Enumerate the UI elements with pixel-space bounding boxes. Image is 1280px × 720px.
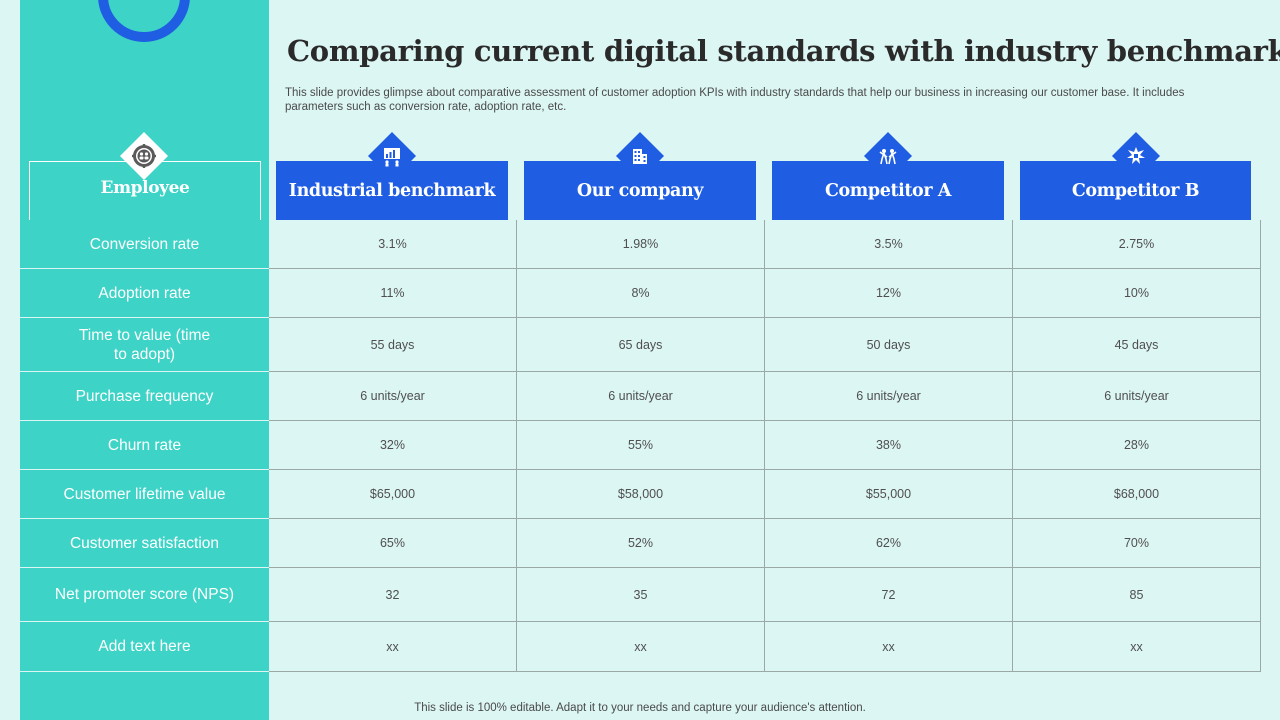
table-row: Churn rate 32% 55% 38% 28% bbox=[20, 421, 1261, 470]
table-cell: xx bbox=[269, 622, 517, 672]
row-label: Customer satisfaction bbox=[20, 519, 269, 568]
gear-people-icon bbox=[132, 144, 156, 168]
row-label: Time to value (time to adopt) bbox=[20, 318, 269, 372]
table-row: Conversion rate 3.1% 1.98% 3.5% 2.75% bbox=[20, 220, 1261, 269]
table-cell: 6 units/year bbox=[517, 372, 765, 421]
presentation-chart-icon bbox=[384, 148, 400, 167]
table-row: Time to value (time to adopt) 55 days 65… bbox=[20, 318, 1261, 372]
table-row: Net promoter score (NPS) 32 35 72 85 bbox=[20, 568, 1261, 622]
row-label: Net promoter score (NPS) bbox=[20, 568, 269, 622]
table-cell: 35 bbox=[517, 568, 765, 622]
table-cell: $68,000 bbox=[1013, 470, 1261, 519]
table-row: Adoption rate 11% 8% 12% 10% bbox=[20, 269, 1261, 318]
table-cell: xx bbox=[1013, 622, 1261, 672]
table-cell: 32% bbox=[269, 421, 517, 470]
trophy-burst-icon bbox=[1127, 147, 1145, 164]
table-cell: 72 bbox=[765, 568, 1013, 622]
table-cell: 6 units/year bbox=[765, 372, 1013, 421]
table-cell: 32 bbox=[269, 568, 517, 622]
table-cell: 12% bbox=[765, 269, 1013, 318]
table-cell: 65 days bbox=[517, 318, 765, 372]
table-cell: $58,000 bbox=[517, 470, 765, 519]
table-cell: 6 units/year bbox=[1013, 372, 1261, 421]
table-cell: 50 days bbox=[765, 318, 1013, 372]
row-label: Purchase frequency bbox=[20, 372, 269, 421]
table-cell: 55% bbox=[517, 421, 765, 470]
company-diamond bbox=[615, 131, 665, 181]
table-cell: 11% bbox=[269, 269, 517, 318]
table-cell: 62% bbox=[765, 519, 1013, 568]
table-cell: 3.5% bbox=[765, 220, 1013, 269]
building-icon bbox=[633, 149, 647, 164]
competitor-b-diamond bbox=[1111, 131, 1161, 181]
table-cell: 1.98% bbox=[517, 220, 765, 269]
table-cell: 3.1% bbox=[269, 220, 517, 269]
table-row: Add text here xx xx xx xx bbox=[20, 622, 1261, 672]
table-cell: 52% bbox=[517, 519, 765, 568]
table-cell: 70% bbox=[1013, 519, 1261, 568]
page-title: Comparing current digital standards with… bbox=[287, 34, 1280, 68]
table-cell: xx bbox=[765, 622, 1013, 672]
table-row: Purchase frequency 6 units/year 6 units/… bbox=[20, 372, 1261, 421]
table-cell: xx bbox=[517, 622, 765, 672]
industrial-diamond bbox=[367, 131, 417, 181]
row-label: Churn rate bbox=[20, 421, 269, 470]
footer-text: This slide is 100% editable. Adapt it to… bbox=[414, 702, 866, 714]
slide-description: This slide provides glimpse about compar… bbox=[285, 87, 1185, 113]
table-cell: 8% bbox=[517, 269, 765, 318]
row-label: Adoption rate bbox=[20, 269, 269, 318]
table-cell: 6 units/year bbox=[269, 372, 517, 421]
table-cell: $55,000 bbox=[765, 470, 1013, 519]
employee-diamond bbox=[119, 131, 169, 181]
table-cell: 45 days bbox=[1013, 318, 1261, 372]
row-label: Conversion rate bbox=[20, 220, 269, 269]
header-competitor-a: Competitor A bbox=[772, 161, 1004, 220]
table-cell: 38% bbox=[765, 421, 1013, 470]
table-cell: $65,000 bbox=[269, 470, 517, 519]
table-cell: 65% bbox=[269, 519, 517, 568]
table-row: Customer satisfaction 65% 52% 62% 70% bbox=[20, 519, 1261, 568]
footer-note: This slide is 100% editable. Adapt it to… bbox=[0, 702, 1280, 714]
people-celebrate-icon bbox=[879, 149, 897, 165]
row-label: Add text here bbox=[20, 622, 269, 672]
table-cell: 2.75% bbox=[1013, 220, 1261, 269]
table-cell: 85 bbox=[1013, 568, 1261, 622]
competitor-a-diamond bbox=[863, 131, 913, 181]
table-cell: 10% bbox=[1013, 269, 1261, 318]
row-label: Customer lifetime value bbox=[20, 470, 269, 519]
table-row: Customer lifetime value $65,000 $58,000 … bbox=[20, 470, 1261, 519]
table-cell: 55 days bbox=[269, 318, 517, 372]
table-cell: 28% bbox=[1013, 421, 1261, 470]
